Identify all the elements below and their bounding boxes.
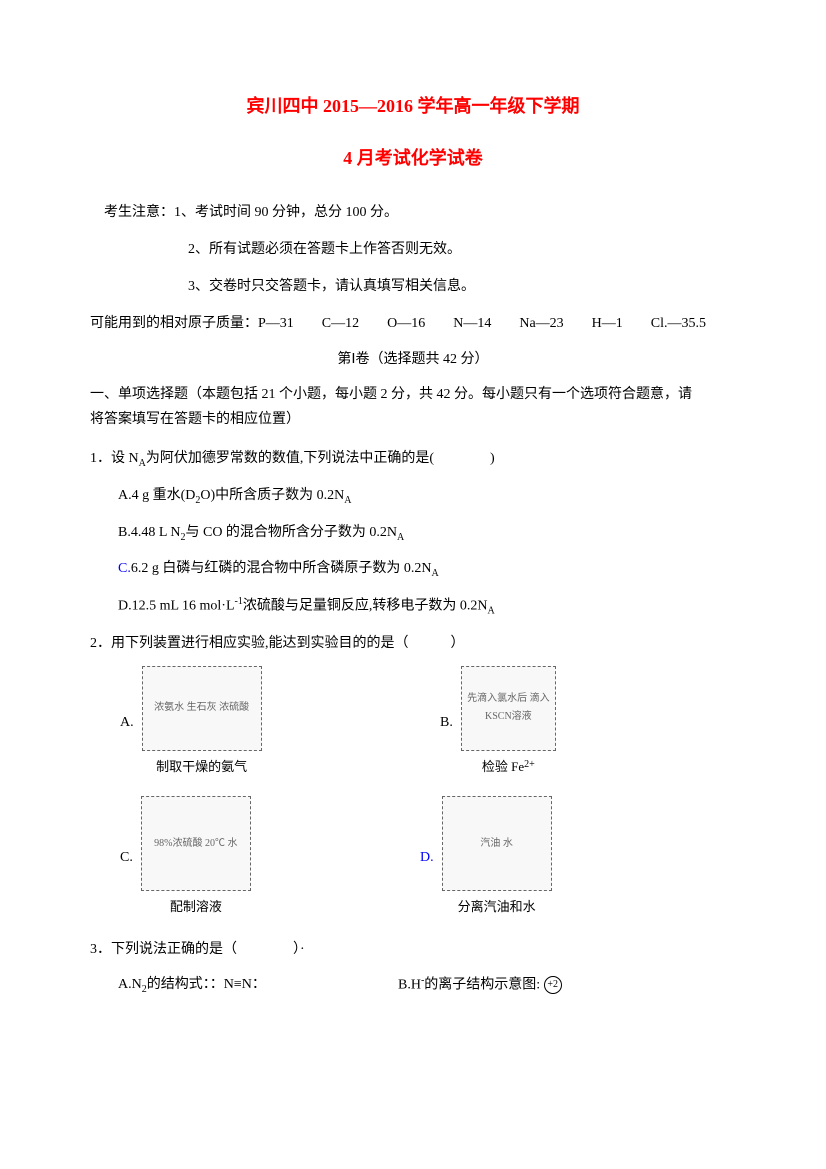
q2-label-a: A.: [120, 710, 134, 735]
q2-figure-b: B. 先滴入氯水后 滴入KSCN溶液 检验 Fe2+: [440, 666, 556, 778]
mc-instruction-l1: 一、单项选择题（本题包括 21 个小题，每小题 2 分，共 42 分。每小题只有…: [90, 387, 692, 402]
q1-a-part1: A.4 g 重水(D: [118, 488, 195, 503]
section-1-header: 第Ⅰ卷（选择题共 42 分）: [90, 347, 736, 372]
subscript-a: A: [397, 531, 404, 542]
superscript-neg1: -1: [235, 596, 243, 607]
q2-caption-c: 配制溶液: [170, 895, 222, 918]
q1-stem-prefix: 1．设 N: [90, 451, 139, 466]
q3-a-part1: A.N: [118, 977, 142, 992]
q3-b-part2: 的离子结构示意图:: [424, 978, 540, 993]
q1-b-part1: B.4.48 L N: [118, 525, 180, 540]
subscript-a: A: [139, 458, 146, 469]
notice-line-3: 3、交卷时只交答题卡，请认真填写相关信息。: [90, 274, 736, 299]
apparatus-d-icon: 汽油 水: [442, 796, 552, 891]
q2-row-cd: C. 98%浓硫酸 20℃ 水 配制溶液 D. 汽油 水 分离汽油和水: [90, 796, 736, 918]
atomic-masses: 可能用到的相对原子质量：P—31 C—12 O—16 N—14 Na—23 H—…: [90, 311, 736, 336]
notice-line-2: 2、所有试题必须在答题卡上作答否则无效。: [90, 237, 736, 262]
q3-b-part1: B.H: [398, 978, 421, 993]
q2-caption-b: 检验 Fe2+: [482, 755, 535, 778]
ion-diagram-icon: +2: [544, 976, 562, 994]
q2-label-c: C.: [120, 845, 133, 870]
page-title-line2: 4 月考试化学试卷: [90, 142, 736, 174]
mc-instruction: 一、单项选择题（本题包括 21 个小题，每小题 2 分，共 42 分。每小题只有…: [90, 382, 736, 432]
q1-d-part2: 浓硫酸与足量铜反应,转移电子数为 0.2N: [243, 599, 488, 614]
q2-capb-pre: 检验 Fe: [482, 759, 524, 774]
q1-option-d: D.12.5 mL 16 mol·L-1浓硫酸与足量铜反应,转移电子数为 0.2…: [118, 593, 736, 620]
q3-a-part2: 的结构式：：N≡N：: [147, 977, 266, 992]
q2-figure-c: C. 98%浓硫酸 20℃ 水 配制溶液: [120, 796, 420, 918]
q1-b-part2: 与 CO 的混合物所含分子数为 0.2N: [185, 525, 397, 540]
subscript-a: A: [431, 568, 438, 579]
notice-line-1: 考生注意：1、考试时间 90 分钟，总分 100 分。: [90, 200, 736, 225]
apparatus-c-icon: 98%浓硫酸 20℃ 水: [141, 796, 251, 891]
q1-option-c: C.6.2 g 白磷与红磷的混合物中所含磷原子数为 0.2NA: [118, 556, 736, 583]
q3-stem: 3．下列说法正确的是（ ）·: [90, 937, 736, 962]
q2-label-b: B.: [440, 710, 453, 735]
q2-fig-c-box: 98%浓硫酸 20℃ 水 配制溶液: [141, 796, 251, 918]
q1-option-a: A.4 g 重水(D2O)中所含质子数为 0.2NA: [118, 483, 736, 510]
q2-stem: 2．用下列装置进行相应实验,能达到实验目的的是（ ）: [90, 631, 736, 656]
q3-option-b: B.H-的离子结构示意图: +2: [398, 972, 562, 999]
subscript-a: A: [344, 495, 351, 506]
q1-c-text: 6.2 g 白磷与红磷的混合物中所含磷原子数为 0.2N: [131, 561, 432, 576]
apparatus-b-icon: 先滴入氯水后 滴入KSCN溶液: [461, 666, 556, 751]
q2-fig-b-box: 先滴入氯水后 滴入KSCN溶液 检验 Fe2+: [461, 666, 556, 778]
q1-option-b: B.4.48 L N2与 CO 的混合物所含分子数为 0.2NA: [118, 520, 736, 547]
q1-stem-suffix: 为阿伏加德罗常数的数值,下列说法中正确的是( ): [146, 451, 495, 466]
q2-figure-a: A. 浓氨水 生石灰 浓硫酸 制取干燥的氨气: [120, 666, 440, 778]
q2-fig-a-box: 浓氨水 生石灰 浓硫酸 制取干燥的氨气: [142, 666, 262, 778]
q2-label-d: D.: [420, 845, 434, 870]
apparatus-a-icon: 浓氨水 生石灰 浓硫酸: [142, 666, 262, 751]
q1-a-part2: O)中所含质子数为 0.2N: [200, 488, 344, 503]
q2-caption-a: 制取干燥的氨气: [156, 755, 247, 778]
mc-instruction-l2: 将答案填写在答题卡的相应位置）: [90, 412, 300, 427]
q3-options-row: A.N2的结构式：：N≡N： B.H-的离子结构示意图: +2: [118, 972, 736, 999]
superscript-2plus: 2+: [524, 759, 535, 770]
q2-fig-d-box: 汽油 水 分离汽油和水: [442, 796, 552, 918]
q2-figure-d: D. 汽油 水 分离汽油和水: [420, 796, 552, 918]
q2-caption-d: 分离汽油和水: [458, 895, 536, 918]
q1-c-prefix: C.: [118, 561, 131, 576]
q1-d-part1: D.12.5 mL 16 mol·L: [118, 599, 235, 614]
page-title-line1: 宾川四中 2015—2016 学年高一年级下学期: [90, 90, 736, 122]
q1-stem: 1．设 NA为阿伏加德罗常数的数值,下列说法中正确的是( ): [90, 446, 736, 473]
q3-option-a: A.N2的结构式：：N≡N：: [118, 972, 398, 999]
q2-row-ab: A. 浓氨水 生石灰 浓硫酸 制取干燥的氨气 B. 先滴入氯水后 滴入KSCN溶…: [90, 666, 736, 778]
subscript-a: A: [488, 606, 495, 617]
